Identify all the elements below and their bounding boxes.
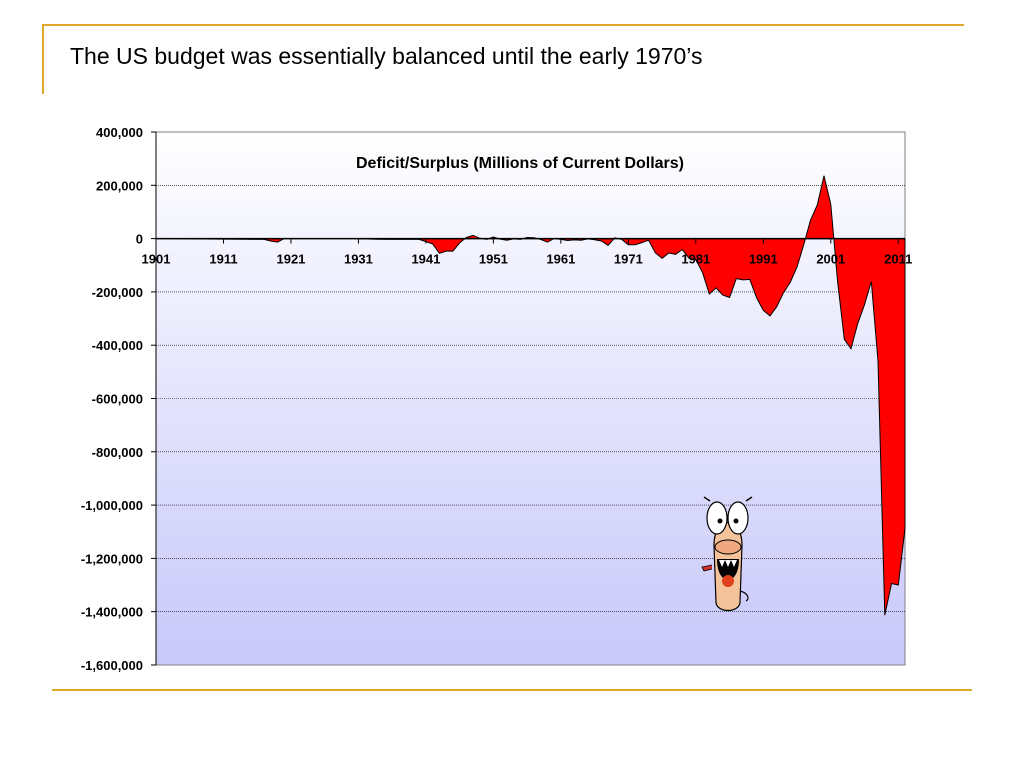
x-tick-label: 1961 <box>546 252 575 267</box>
x-tick-label: 1971 <box>614 252 643 267</box>
x-tick-label: 1911 <box>209 252 237 267</box>
x-tick-labels: 1901 1911 1921 1931 1941 1951 1961 1971 1981 1991… <box>142 238 912 267</box>
y-tick-label: -1,400,000 <box>81 605 143 620</box>
x-tick-label: 1921 <box>276 252 305 267</box>
x-tick-label: 1931 <box>344 252 373 267</box>
y-tick-labels: 400,000 200,000 0 -200,000 -400,000 -600,000 -… <box>81 125 156 673</box>
x-tick-label: 2001 <box>816 252 845 267</box>
deficit-surplus-area <box>155 175 906 616</box>
chart-title: Deficit/Surplus (Millions of Current Dol… <box>356 155 684 172</box>
x-tick-label: 1941 <box>411 252 440 267</box>
y-tick-label: 200,000 <box>96 178 143 193</box>
slide-title: The US budget was essentially balanced u… <box>70 43 703 69</box>
bottom-rule <box>52 689 972 691</box>
y-tick-label: -200,000 <box>92 285 143 300</box>
y-tick-label: -1,600,000 <box>81 658 143 673</box>
x-tick-label: 2011 <box>884 252 912 267</box>
y-tick-label: -600,000 <box>92 392 143 407</box>
y-tick-label: -800,000 <box>92 445 143 460</box>
y-tick-label: -400,000 <box>92 338 143 353</box>
y-tick-label: -1,200,000 <box>81 551 143 566</box>
x-tick-label: 1951 <box>479 252 508 267</box>
cartoon-face-icon <box>701 496 753 612</box>
top-rule <box>44 24 964 26</box>
left-rule <box>42 24 44 94</box>
x-tick-label: 1991 <box>749 252 778 267</box>
y-tick-label: 400,000 <box>96 125 143 140</box>
y-tick-label: 0 <box>136 232 143 247</box>
x-tick-label: 1981 <box>681 252 710 267</box>
y-tick-label: -1,000,000 <box>81 498 143 513</box>
x-tick-label: 1901 <box>142 252 171 267</box>
